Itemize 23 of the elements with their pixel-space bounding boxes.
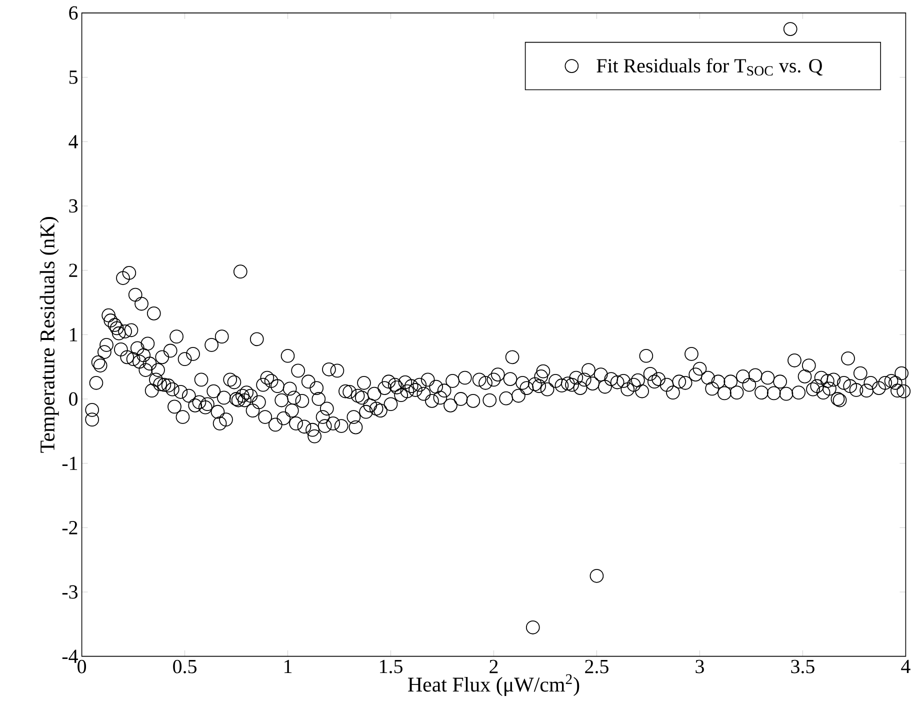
x-axis-title: Heat Flux (μW/cm$^{2}$): [408, 674, 580, 696]
x-tick-label: 3: [696, 660, 704, 674]
y-tick-label: -2: [62, 520, 78, 534]
x-tick-label: 2.5: [585, 660, 608, 674]
x-tick-label: 0: [78, 660, 86, 674]
x-tick-label: 2: [490, 660, 498, 673]
y-tick-label: 2: [69, 264, 78, 277]
x-tick-label: 1.5: [380, 660, 402, 674]
x-tick-label: 3.5: [791, 660, 814, 674]
x-tick-label: 0.5: [173, 660, 196, 674]
y-axis-title: Temperature Residuals (nK): [40, 216, 59, 453]
y-tick-label: -4: [62, 650, 78, 663]
y-tick-label: 4: [68, 134, 78, 148]
x-tick-label: 1: [284, 660, 292, 673]
y-tick-label: 6: [69, 6, 78, 20]
legend-label: Fit Residuals for T$_{SOC}$ vs. Q: [596, 58, 822, 76]
y-tick-label: 3: [69, 199, 78, 213]
y-tick-label: 1: [70, 328, 78, 342]
y-tick-label: -3: [62, 585, 78, 599]
y-tick-label: -1: [62, 456, 78, 470]
x-tick-label: 4: [901, 660, 910, 673]
y-tick-label: 0: [69, 392, 78, 406]
y-tick-label: 5: [69, 70, 78, 84]
